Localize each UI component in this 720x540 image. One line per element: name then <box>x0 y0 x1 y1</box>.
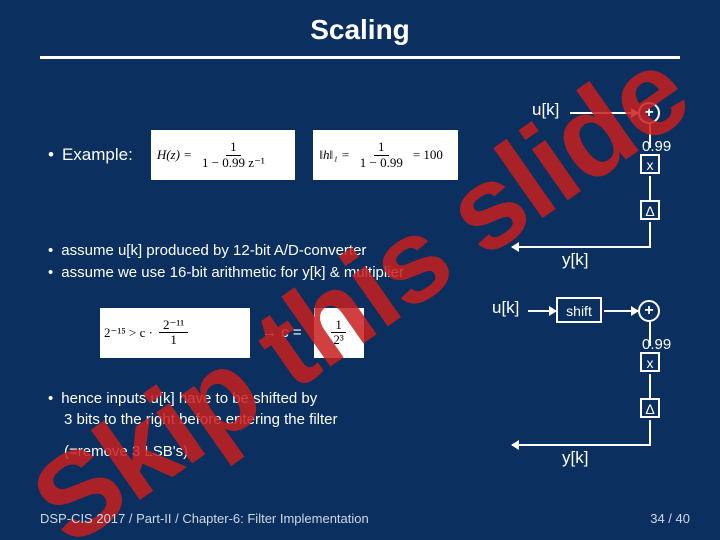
dg-h1-bot <box>552 444 651 446</box>
c-arrow: → c = <box>262 324 302 341</box>
footer: DSP-CIS 2017 / Part-II / Chapter-6: Filt… <box>40 511 690 526</box>
hz-den: 1 − 0.99 z⁻¹ <box>198 156 269 170</box>
footer-left: DSP-CIS 2017 / Part-II / Chapter-6: Filt… <box>40 511 369 526</box>
dg-mult-top: x <box>640 154 660 174</box>
dg-in1-arrow-bot <box>528 310 556 312</box>
dg-mult-bot: x <box>640 352 660 372</box>
dg-delay-bot: Δ <box>640 398 660 418</box>
c-vden: 2³ <box>329 333 347 347</box>
c-den: 1 <box>166 333 181 347</box>
c-ineq-box: 2⁻¹⁵ > c · 2⁻¹¹ 1 <box>100 308 250 358</box>
dg-v3-bot <box>649 420 651 446</box>
dg-out-arrow-bot <box>512 444 552 446</box>
hz-lhs: H(z) = <box>157 147 192 163</box>
hence-1: hence inputs u[k] have to be shifted by <box>48 388 338 410</box>
dg-uk-top: u[k] <box>532 100 559 120</box>
dg-v3-top <box>649 222 651 248</box>
dg-v2-top <box>649 176 651 200</box>
dg-coef-top: 0.99 <box>642 138 671 155</box>
dg-in-arrow-top <box>570 112 638 114</box>
h1-num: 1 <box>374 140 389 155</box>
assume-2: assume we use 16-bit arithmetic for y[k]… <box>48 262 458 284</box>
dg-add-bot: + <box>638 300 660 322</box>
dg-yk-bot: y[k] <box>562 448 588 468</box>
dg-out-arrow-top <box>512 246 552 248</box>
hence-2: 3 bits to the right before entering the … <box>64 409 338 431</box>
content-left: Example: H(z) = 1 1 − 0.99 z⁻¹ ‖h‖₁ = 1 … <box>48 130 458 463</box>
hz-formula-box: H(z) = 1 1 − 0.99 z⁻¹ <box>151 130 296 180</box>
assume-1: assume u[k] produced by 12-bit A/D-conve… <box>48 240 458 262</box>
h1-den: 1 − 0.99 <box>356 156 407 170</box>
title-divider <box>40 56 680 59</box>
dg-in2-arrow-bot <box>604 310 638 312</box>
h1-formula-box: ‖h‖₁ = 1 1 − 0.99 = 100 <box>313 130 458 180</box>
h1-lhs: ‖h‖₁ = <box>319 147 349 163</box>
c-num: 2⁻¹¹ <box>159 318 188 333</box>
dg-coef-bot: 0.99 <box>642 336 671 353</box>
c-vnum: 1 <box>331 318 346 333</box>
c-row: 2⁻¹⁵ > c · 2⁻¹¹ 1 → c = 1 2³ <box>48 308 458 358</box>
filter-diagram: u[k] + 0.99 x Δ y[k] u[k] shift + 0.99 x… <box>492 100 692 480</box>
example-row: Example: H(z) = 1 1 − 0.99 z⁻¹ ‖h‖₁ = 1 … <box>48 130 458 180</box>
footer-right: 34 / 40 <box>650 511 690 526</box>
dg-v2-bot <box>649 374 651 398</box>
dg-h1-top <box>552 246 651 248</box>
dg-add-top: + <box>638 102 660 124</box>
dg-shift-box: shift <box>556 297 602 323</box>
dg-uk-bot: u[k] <box>492 298 519 318</box>
slide-title: Scaling <box>0 0 720 46</box>
h1-eq: = 100 <box>413 147 443 163</box>
c-lhs: 2⁻¹⁵ > c · <box>104 325 153 341</box>
hz-num: 1 <box>226 140 241 155</box>
c-val-box: 1 2³ <box>314 308 364 358</box>
dg-yk-top: y[k] <box>562 250 588 270</box>
dg-delay-top: Δ <box>640 200 660 220</box>
hence-block: hence inputs u[k] have to be shifted by … <box>48 388 458 463</box>
example-label: Example: <box>48 145 133 165</box>
hence-3: (=remove 3 LSB's) <box>64 441 338 463</box>
